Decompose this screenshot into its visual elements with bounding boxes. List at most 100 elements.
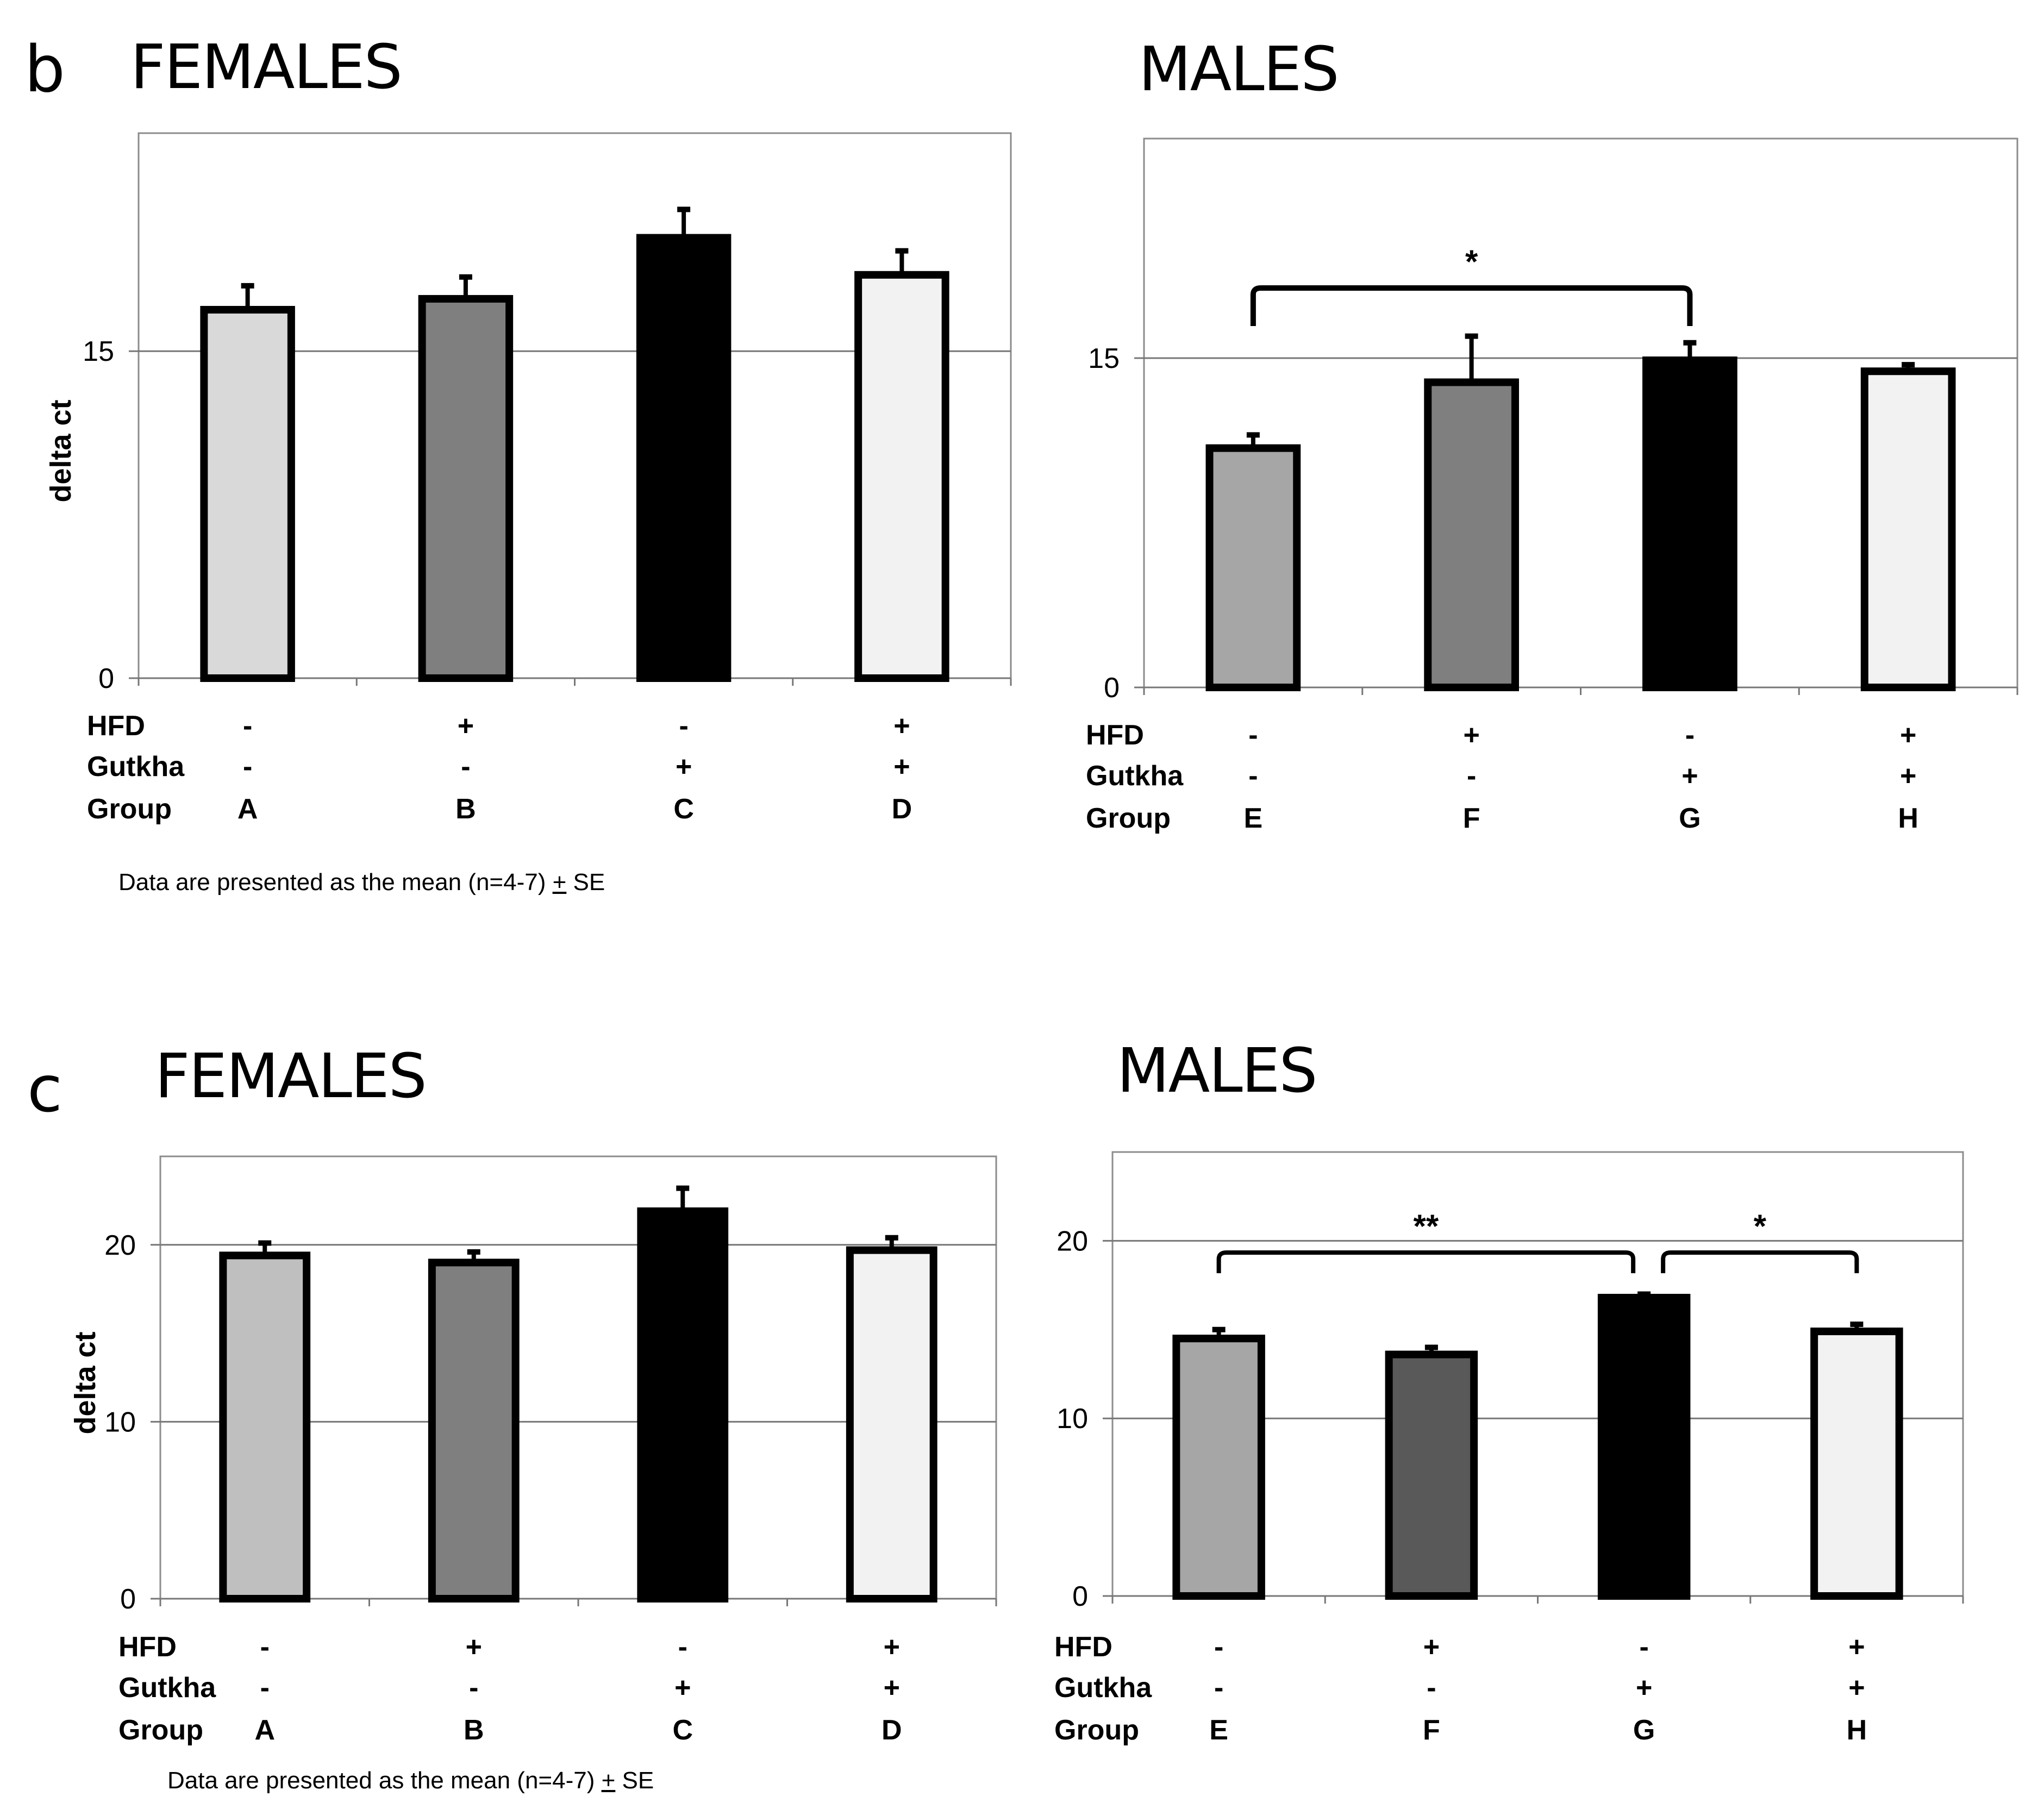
hfd-sign: +: [458, 710, 474, 742]
group-label: E: [1209, 1714, 1228, 1746]
group-label: A: [237, 793, 258, 825]
hfd-sign: +: [884, 1631, 900, 1663]
group-label: H: [1847, 1714, 1867, 1746]
bar: [1424, 378, 1519, 691]
row-label: Gutkha: [1054, 1672, 1152, 1704]
y-tick-label: 0: [98, 663, 114, 694]
bar: [1642, 356, 1737, 691]
gutkha-sign: +: [1636, 1672, 1652, 1704]
row-label: Gutkha: [1086, 760, 1184, 792]
group-label: F: [1423, 1714, 1440, 1746]
group-label: D: [882, 1714, 902, 1746]
group-label: A: [254, 1714, 275, 1746]
bar: [1810, 1328, 1903, 1600]
row-label: Group: [1086, 803, 1171, 834]
group-label: C: [673, 793, 694, 825]
row-label: HFD: [118, 1631, 177, 1663]
bar: [636, 234, 732, 682]
y-tick-label: 15: [1088, 343, 1120, 374]
bar: [1205, 444, 1301, 691]
bar: [637, 1207, 729, 1603]
row-label: Gutkha: [87, 751, 185, 783]
group-label: B: [455, 793, 476, 825]
gutkha-sign: +: [1848, 1672, 1865, 1704]
group-label: D: [892, 793, 912, 825]
hfd-sign: -: [1685, 719, 1695, 751]
chart-title-b-females: FEMALES: [130, 32, 403, 103]
y-tick-label: 20: [1057, 1225, 1088, 1257]
hfd-sign: +: [1423, 1631, 1440, 1663]
significance-label: **: [1414, 1208, 1439, 1244]
row-label: Group: [118, 1714, 203, 1746]
gutkha-sign: -: [243, 751, 252, 783]
gutkha-sign: +: [1682, 760, 1698, 792]
gutkha-sign: +: [884, 1672, 900, 1704]
hfd-sign: -: [1248, 719, 1258, 751]
data-note-c: Data are presented as the mean (n=4-7) +…: [167, 1769, 654, 1793]
gutkha-sign: +: [676, 751, 692, 783]
gutkha-sign: -: [469, 1672, 478, 1704]
bar: [428, 1259, 520, 1603]
bar: [1385, 1350, 1478, 1600]
gutkha-sign: -: [1214, 1672, 1223, 1704]
data-note-b: Data are presented as the mean (n=4-7) +…: [118, 871, 605, 894]
note-suffix: SE: [615, 1767, 654, 1794]
bar: [1597, 1293, 1691, 1600]
gutkha-sign: +: [674, 1672, 691, 1704]
note-text: Data are presented as the mean (n=4-7): [167, 1767, 602, 1794]
row-label: Group: [87, 793, 172, 825]
gutkha-sign: -: [260, 1672, 270, 1704]
gutkha-sign: -: [1467, 760, 1476, 792]
hfd-sign: +: [1463, 719, 1479, 751]
bar: [200, 305, 295, 682]
chart-title-c-females: FEMALES: [155, 1041, 427, 1112]
gutkha-sign: +: [1900, 760, 1916, 792]
row-label: HFD: [87, 710, 145, 742]
plus-minus-sign: +: [552, 869, 567, 896]
y-axis-label: delta ct: [45, 399, 77, 502]
bar: [846, 1246, 937, 1603]
hfd-sign: -: [679, 710, 688, 742]
y-axis-label: delta ct: [69, 1331, 102, 1434]
row-label: Gutkha: [118, 1672, 216, 1704]
note-text: Data are presented as the mean (n=4-7): [118, 869, 553, 896]
hfd-sign: -: [243, 710, 252, 742]
chart-title-b-males: MALES: [1139, 34, 1340, 105]
significance-label: *: [1754, 1208, 1767, 1244]
y-tick-label: 15: [83, 336, 114, 367]
hfd-sign: -: [678, 1631, 687, 1663]
bar: [418, 295, 514, 682]
gutkha-sign: -: [461, 751, 470, 783]
hfd-sign: -: [1214, 1631, 1223, 1663]
y-tick-label: 10: [104, 1406, 136, 1438]
bar: [854, 271, 949, 682]
group-label: B: [464, 1714, 484, 1746]
gutkha-sign: +: [893, 751, 910, 783]
hfd-sign: +: [893, 710, 910, 742]
group-label: F: [1463, 803, 1480, 834]
chart-title-c-males: MALES: [1117, 1036, 1318, 1106]
hfd-sign: -: [1639, 1631, 1648, 1663]
y-tick-label: 0: [1104, 672, 1120, 704]
panel-letter-b: b: [24, 32, 65, 107]
significance-bracket: [1250, 285, 1693, 326]
note-suffix: SE: [566, 869, 605, 896]
hfd-sign: +: [1900, 719, 1916, 751]
group-label: H: [1898, 803, 1918, 834]
bar: [1172, 1335, 1265, 1600]
group-label: G: [1633, 1714, 1655, 1746]
group-label: E: [1244, 803, 1263, 834]
row-label: HFD: [1086, 719, 1144, 751]
row-label: Group: [1054, 1714, 1139, 1746]
row-label: HFD: [1054, 1631, 1112, 1663]
gutkha-sign: -: [1427, 1672, 1436, 1704]
bar: [1860, 367, 1956, 691]
significance-label: *: [1465, 243, 1478, 280]
bar: [219, 1251, 311, 1603]
gutkha-sign: -: [1248, 760, 1258, 792]
hfd-sign: +: [466, 1631, 482, 1663]
y-tick-label: 20: [104, 1230, 136, 1261]
group-label: C: [672, 1714, 693, 1746]
hfd-sign: +: [1848, 1631, 1865, 1663]
